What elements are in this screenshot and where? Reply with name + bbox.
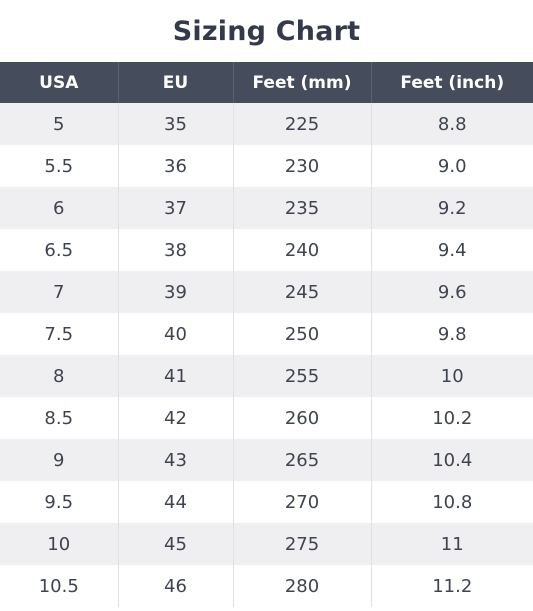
column-header-eu: EU [118,62,234,103]
table-row: 9 43 265 10.4 [0,439,533,481]
feet-mm-cell: 275 [233,523,372,565]
table-row: 7.5 40 250 9.8 [0,313,533,355]
column-header-feet-inch: Feet (inch) [400,72,505,93]
usa-size-cell: 10 [0,523,119,565]
usa-size-cell: 8 [0,355,119,397]
usa-size-cell: 10.5 [0,565,119,607]
eu-size-cell: 39 [118,271,234,313]
usa-size-cell: 8.5 [0,397,119,439]
column-header-usa: USA [0,62,119,103]
feet-inch-cell: 9.6 [437,281,467,303]
eu-size-cell: 36 [118,145,234,187]
table-row: 9.5 44 270 10.8 [0,481,533,523]
usa-size-cell: 9.5 [0,481,119,523]
table-row: 8.5 42 260 10.2 [0,397,533,439]
eu-size-cell: 35 [118,103,234,145]
eu-size-cell: 43 [118,439,234,481]
feet-inch-cell: 9.4 [437,239,467,261]
table-row: 10.5 46 280 11.2 [0,565,533,607]
feet-mm-cell: 270 [233,481,372,523]
feet-mm-cell: 265 [233,439,372,481]
eu-size-cell: 41 [118,355,234,397]
table-row: 5 35 225 8.8 [0,103,533,145]
feet-inch-cell: 10.4 [432,449,473,471]
eu-size-cell: 38 [118,229,234,271]
feet-inch-cell: 11.2 [432,575,473,597]
usa-size-cell: 7 [0,271,119,313]
usa-size-cell: 7.5 [0,313,119,355]
table-body: 5 35 225 8.8 5.5 36 230 9.0 6 37 235 9.2 6.5 38 240 9.4… [0,103,533,607]
feet-inch-cell: 9.0 [437,155,467,177]
table-row: 6.5 38 240 9.4 [0,229,533,271]
table-header: USA EU Feet (mm) Feet (inch) [0,62,533,103]
feet-inch-cell: 11 [440,533,464,555]
feet-mm-cell: 255 [233,355,372,397]
feet-mm-cell: 240 [233,229,372,271]
eu-size-cell: 44 [118,481,234,523]
usa-size-cell: 5 [0,103,119,145]
feet-inch-cell: 10.8 [432,491,473,513]
eu-size-cell: 46 [118,565,234,607]
feet-inch-cell: 8.8 [437,113,467,135]
usa-size-cell: 9 [0,439,119,481]
page-title: Sizing Chart [172,15,361,47]
usa-size-cell: 6.5 [0,229,119,271]
eu-size-cell: 40 [118,313,234,355]
feet-inch-cell: 9.2 [437,197,467,219]
feet-inch-cell: 9.8 [437,323,467,345]
feet-mm-cell: 250 [233,313,372,355]
feet-inch-cell: 10.2 [432,407,473,429]
feet-mm-cell: 235 [233,187,372,229]
table-row: 6 37 235 9.2 [0,187,533,229]
table-row: 5.5 36 230 9.0 [0,145,533,187]
feet-mm-cell: 280 [233,565,372,607]
feet-inch-cell: 10 [440,365,464,387]
header-row: USA EU Feet (mm) Feet (inch) [0,62,533,103]
eu-size-cell: 42 [118,397,234,439]
feet-mm-cell: 245 [233,271,372,313]
feet-mm-cell: 230 [233,145,372,187]
table-row: 7 39 245 9.6 [0,271,533,313]
sizing-table: USA EU Feet (mm) Feet (inch) 5 35 225 8.8 5.… [0,62,533,607]
feet-mm-cell: 260 [233,397,372,439]
usa-size-cell: 6 [0,187,119,229]
feet-mm-cell: 225 [233,103,372,145]
column-header-feet-mm: Feet (mm) [233,62,372,103]
table-row: 8 41 255 10 [0,355,533,397]
table-row: 10 45 275 11 [0,523,533,565]
eu-size-cell: 45 [118,523,234,565]
eu-size-cell: 37 [118,187,234,229]
usa-size-cell: 5.5 [0,145,119,187]
